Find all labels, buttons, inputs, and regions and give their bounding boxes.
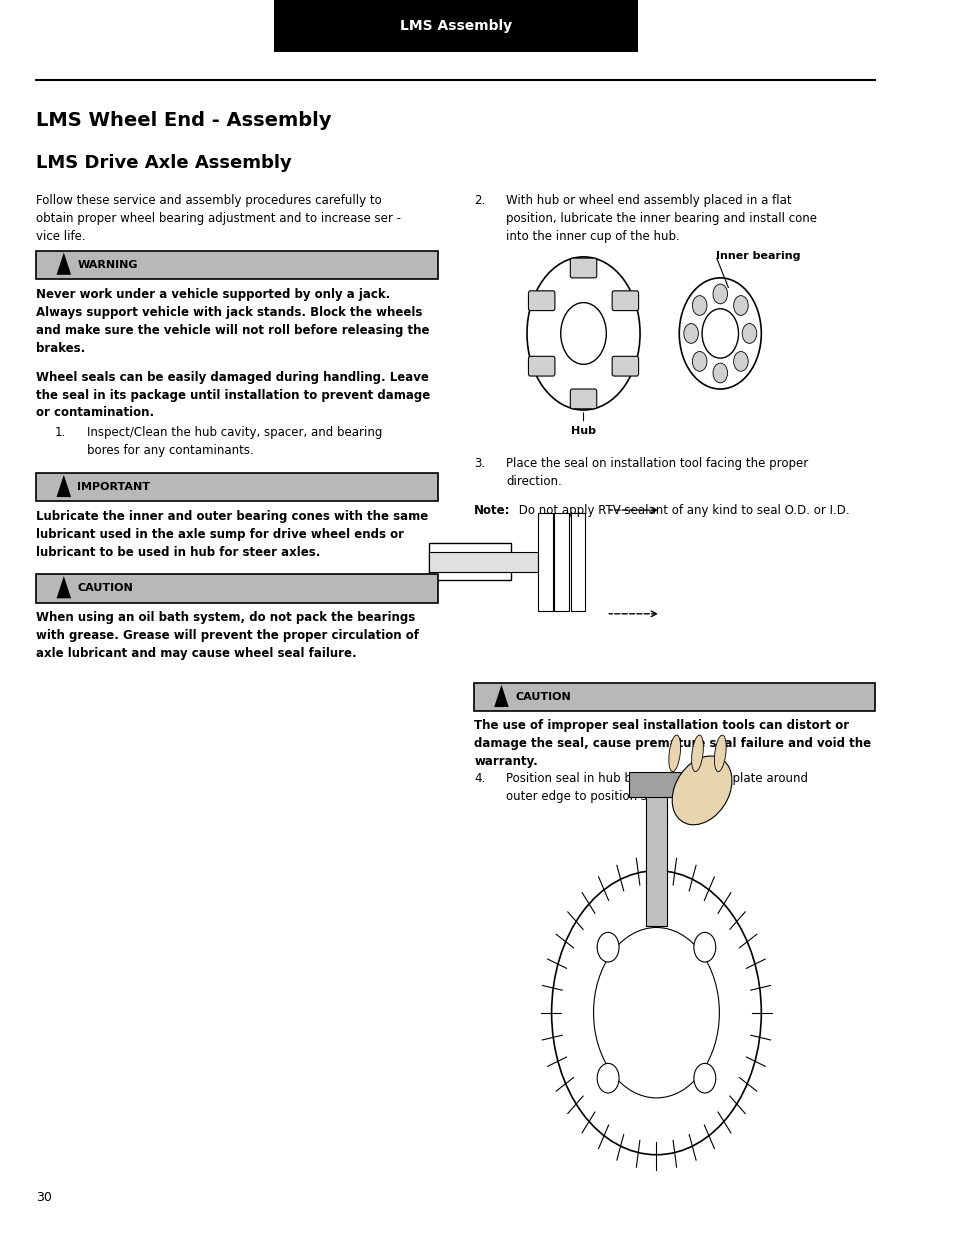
Circle shape: [712, 363, 727, 383]
Circle shape: [692, 295, 706, 315]
Polygon shape: [494, 684, 508, 706]
Text: Inspect/Clean the hub cavity, spacer, and bearing
bores for any contaminants.: Inspect/Clean the hub cavity, spacer, an…: [87, 426, 381, 457]
Text: Position seal in hub bore. Tap adapter plate around
outer edge to position seal.: Position seal in hub bore. Tap adapter p…: [505, 772, 807, 803]
Ellipse shape: [668, 735, 679, 772]
Text: 1.: 1.: [54, 426, 66, 440]
Text: 4.: 4.: [474, 772, 485, 785]
Text: LMS Drive Axle Assembly: LMS Drive Axle Assembly: [36, 154, 292, 173]
Text: 3.: 3.: [474, 457, 485, 471]
FancyBboxPatch shape: [36, 473, 437, 501]
Polygon shape: [56, 474, 71, 496]
Text: LMS Assembly: LMS Assembly: [399, 19, 512, 33]
Text: The use of improper seal installation tools can distort or
damage the seal, caus: The use of improper seal installation to…: [474, 719, 870, 768]
FancyBboxPatch shape: [612, 357, 638, 375]
Circle shape: [683, 324, 698, 343]
Text: 2.: 2.: [474, 194, 485, 207]
Bar: [645, 778, 667, 926]
Circle shape: [692, 352, 706, 372]
FancyBboxPatch shape: [36, 251, 437, 279]
FancyBboxPatch shape: [570, 258, 597, 278]
Circle shape: [733, 295, 747, 315]
Ellipse shape: [691, 735, 702, 772]
FancyBboxPatch shape: [528, 291, 555, 311]
Text: CAUTION: CAUTION: [77, 583, 133, 594]
Bar: [570, 513, 585, 611]
Polygon shape: [56, 252, 71, 274]
Ellipse shape: [672, 756, 731, 825]
Bar: [274, 0, 638, 52]
Text: 30: 30: [36, 1191, 52, 1204]
Circle shape: [741, 324, 756, 343]
Circle shape: [597, 932, 618, 962]
Bar: [428, 543, 510, 580]
Bar: [428, 552, 537, 572]
Text: Lubricate the inner and outer bearing cones with the same
lubricant used in the : Lubricate the inner and outer bearing co…: [36, 510, 428, 559]
FancyBboxPatch shape: [570, 389, 597, 409]
Bar: [628, 772, 683, 797]
Text: Place the seal on installation tool facing the proper
direction.: Place the seal on installation tool faci…: [505, 457, 807, 488]
Text: CAUTION: CAUTION: [515, 692, 570, 703]
Bar: [537, 513, 552, 611]
Circle shape: [693, 932, 715, 962]
Circle shape: [712, 284, 727, 304]
Text: LMS Wheel End - Assembly: LMS Wheel End - Assembly: [36, 111, 332, 130]
Text: With hub or wheel end assembly placed in a flat
position, lubricate the inner be: With hub or wheel end assembly placed in…: [505, 194, 816, 243]
Text: When using an oil bath system, do not pack the bearings
with grease. Grease will: When using an oil bath system, do not pa…: [36, 611, 419, 661]
Text: IMPORTANT: IMPORTANT: [77, 482, 151, 493]
Text: Follow these service and assembly procedures carefully to
obtain proper wheel be: Follow these service and assembly proced…: [36, 194, 401, 243]
Text: Hub: Hub: [571, 426, 596, 436]
Text: Never work under a vehicle supported by only a jack.
Always support vehicle with: Never work under a vehicle supported by …: [36, 288, 430, 354]
Circle shape: [597, 1063, 618, 1093]
Text: WARNING: WARNING: [77, 259, 138, 270]
Text: Do not apply RTV sealant of any kind to seal O.D. or I.D.: Do not apply RTV sealant of any kind to …: [515, 504, 849, 517]
Ellipse shape: [714, 735, 725, 772]
Text: Note:: Note:: [474, 504, 510, 517]
Circle shape: [693, 1063, 715, 1093]
FancyBboxPatch shape: [612, 291, 638, 311]
FancyBboxPatch shape: [528, 357, 555, 375]
Text: Wheel seals can be easily damaged during handling. Leave
the seal in its package: Wheel seals can be easily damaged during…: [36, 370, 430, 420]
Text: Inner bearing: Inner bearing: [715, 251, 800, 261]
Polygon shape: [56, 576, 71, 599]
Circle shape: [733, 352, 747, 372]
FancyBboxPatch shape: [36, 574, 437, 603]
FancyBboxPatch shape: [474, 683, 874, 711]
Bar: [554, 513, 568, 611]
